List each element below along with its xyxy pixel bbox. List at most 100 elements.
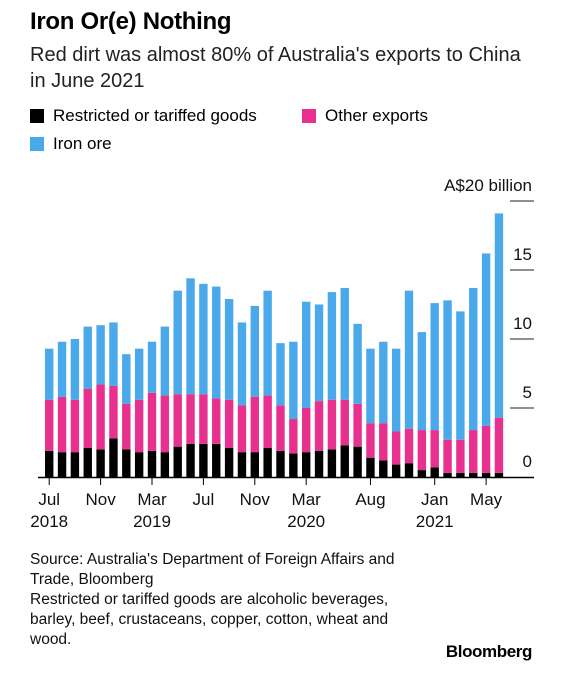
chart-title: Iron Or(e) Nothing bbox=[30, 8, 232, 35]
bar-segment-iron-ore bbox=[173, 290, 182, 395]
bar-segment-restricted bbox=[70, 452, 80, 477]
bar-segment-restricted bbox=[122, 449, 131, 477]
y-axis-unit-label: A$20 billion bbox=[444, 176, 532, 195]
legend-swatch-iron-ore bbox=[30, 137, 44, 151]
bar-segment-iron-ore bbox=[289, 341, 298, 420]
bloomberg-logo: Bloomberg bbox=[445, 642, 533, 661]
bar-segment-other bbox=[379, 423, 388, 461]
footnote-text: Restricted or tariffed goods are alcohol… bbox=[30, 591, 389, 648]
bar-segment-other bbox=[456, 439, 465, 473]
x-tick-label: May bbox=[470, 490, 503, 509]
bar-segment-iron-ore bbox=[366, 348, 375, 424]
legend-label-other: Other exports bbox=[325, 106, 428, 125]
bar-segment-other bbox=[45, 399, 54, 451]
bar-segment-iron-ore bbox=[109, 322, 118, 386]
bar-segment-iron-ore bbox=[70, 339, 80, 400]
bar-segment-restricted bbox=[147, 450, 157, 477]
y-tick-label: 5 bbox=[523, 383, 532, 402]
bar-segment-iron-ore bbox=[186, 278, 195, 395]
bar-segment-restricted bbox=[443, 472, 452, 477]
bar-segment-restricted bbox=[237, 452, 247, 477]
bar-segment-iron-ore bbox=[353, 323, 362, 404]
bar-segment-iron-ore bbox=[134, 348, 144, 400]
bar-segment-iron-ore bbox=[83, 326, 92, 389]
bar-segment-restricted bbox=[417, 470, 427, 477]
bar-segment-iron-ore bbox=[443, 300, 452, 440]
x-tick-year-label: 2018 bbox=[30, 512, 68, 531]
bar-segment-restricted bbox=[379, 460, 388, 477]
bar-segment-iron-ore bbox=[417, 332, 427, 431]
x-tick-label: Nov bbox=[240, 490, 271, 509]
bar-segment-other bbox=[250, 396, 259, 453]
bar-segment-other bbox=[237, 405, 247, 453]
bar-segment-iron-ore bbox=[224, 298, 234, 400]
x-tick-label: Jan bbox=[421, 490, 448, 509]
bar-segment-restricted bbox=[276, 450, 285, 477]
bar-segment-restricted bbox=[109, 438, 118, 477]
bar-segment-restricted bbox=[45, 450, 54, 477]
chart-subtitle: Red dirt was almost 80% of Australia's e… bbox=[30, 44, 521, 92]
bar-segment-iron-ore bbox=[430, 303, 439, 431]
bar-segment-restricted bbox=[250, 452, 259, 477]
bar-segment-restricted bbox=[263, 448, 272, 477]
bar-segment-iron-ore bbox=[147, 341, 157, 393]
bar-segment-other bbox=[443, 439, 452, 473]
bar-segment-other bbox=[96, 384, 105, 450]
bar-segment-other bbox=[430, 430, 439, 468]
bar-segment-other bbox=[122, 403, 131, 450]
legend-label-iron-ore: Iron ore bbox=[53, 134, 112, 153]
bar-segment-other bbox=[199, 394, 208, 444]
bar-segment-iron-ore bbox=[237, 322, 247, 406]
bar-segment-iron-ore bbox=[96, 325, 105, 385]
bar-segment-restricted bbox=[186, 443, 195, 477]
bar-segment-restricted bbox=[57, 452, 67, 477]
bar-segment-other bbox=[57, 396, 67, 453]
y-tick-label: 15 bbox=[513, 245, 532, 264]
bar-segment-iron-ore bbox=[263, 290, 272, 396]
bar-segment-other bbox=[469, 430, 478, 473]
bar-segment-iron-ore bbox=[160, 326, 170, 396]
x-tick-label: Jul bbox=[38, 490, 60, 509]
bar-segment-iron-ore bbox=[276, 343, 285, 406]
bar-segment-restricted bbox=[327, 449, 337, 477]
bar-segment-restricted bbox=[314, 450, 324, 477]
bar-segment-restricted bbox=[353, 446, 362, 477]
bar-segment-restricted bbox=[212, 443, 221, 477]
bar-segment-iron-ore bbox=[212, 286, 221, 399]
bar-segment-iron-ore bbox=[456, 311, 465, 440]
bar-segment-other bbox=[173, 394, 182, 447]
bar-segment-iron-ore bbox=[57, 341, 67, 397]
bar-segment-other bbox=[353, 403, 362, 447]
bar-segment-other bbox=[391, 431, 401, 465]
bar-segment-restricted bbox=[134, 452, 144, 477]
bar-segment-iron-ore bbox=[199, 283, 208, 395]
bar-segment-other bbox=[186, 394, 195, 444]
x-tick-label: Mar bbox=[137, 490, 167, 509]
bar-segment-iron-ore bbox=[327, 292, 337, 400]
bar-segment-iron-ore bbox=[404, 290, 414, 429]
bar-segment-other bbox=[327, 399, 337, 450]
x-tick-year-label: 2019 bbox=[133, 512, 171, 531]
x-tick-year-label: 2021 bbox=[416, 512, 454, 531]
bar-segment-other bbox=[404, 428, 414, 464]
x-tick-label: Jul bbox=[193, 490, 215, 509]
bar-segment-other bbox=[109, 385, 118, 439]
x-tick-label: Mar bbox=[292, 490, 322, 509]
bar-segment-iron-ore bbox=[494, 213, 504, 418]
bar-segment-restricted bbox=[469, 472, 478, 477]
bar-segment-other bbox=[276, 405, 285, 451]
bar-segment-other bbox=[366, 423, 375, 458]
source-notes: Source: Australia's Department of Foreig… bbox=[30, 550, 430, 650]
bar-segment-iron-ore bbox=[122, 354, 131, 404]
source-text: Source: Australia's Department of Foreig… bbox=[30, 551, 395, 588]
legend-label-restricted: Restricted or tariffed goods bbox=[53, 106, 257, 125]
bar-segment-iron-ore bbox=[340, 287, 349, 400]
y-tick-label: 0 bbox=[523, 452, 532, 471]
bar-segment-other bbox=[481, 425, 491, 473]
bar-segment-other bbox=[340, 399, 349, 446]
bar-segment-other bbox=[494, 417, 504, 473]
bar-segment-other bbox=[160, 395, 170, 453]
bar-segment-iron-ore bbox=[250, 305, 259, 397]
bar-segment-restricted bbox=[224, 448, 234, 477]
bar-segment-restricted bbox=[83, 448, 92, 477]
